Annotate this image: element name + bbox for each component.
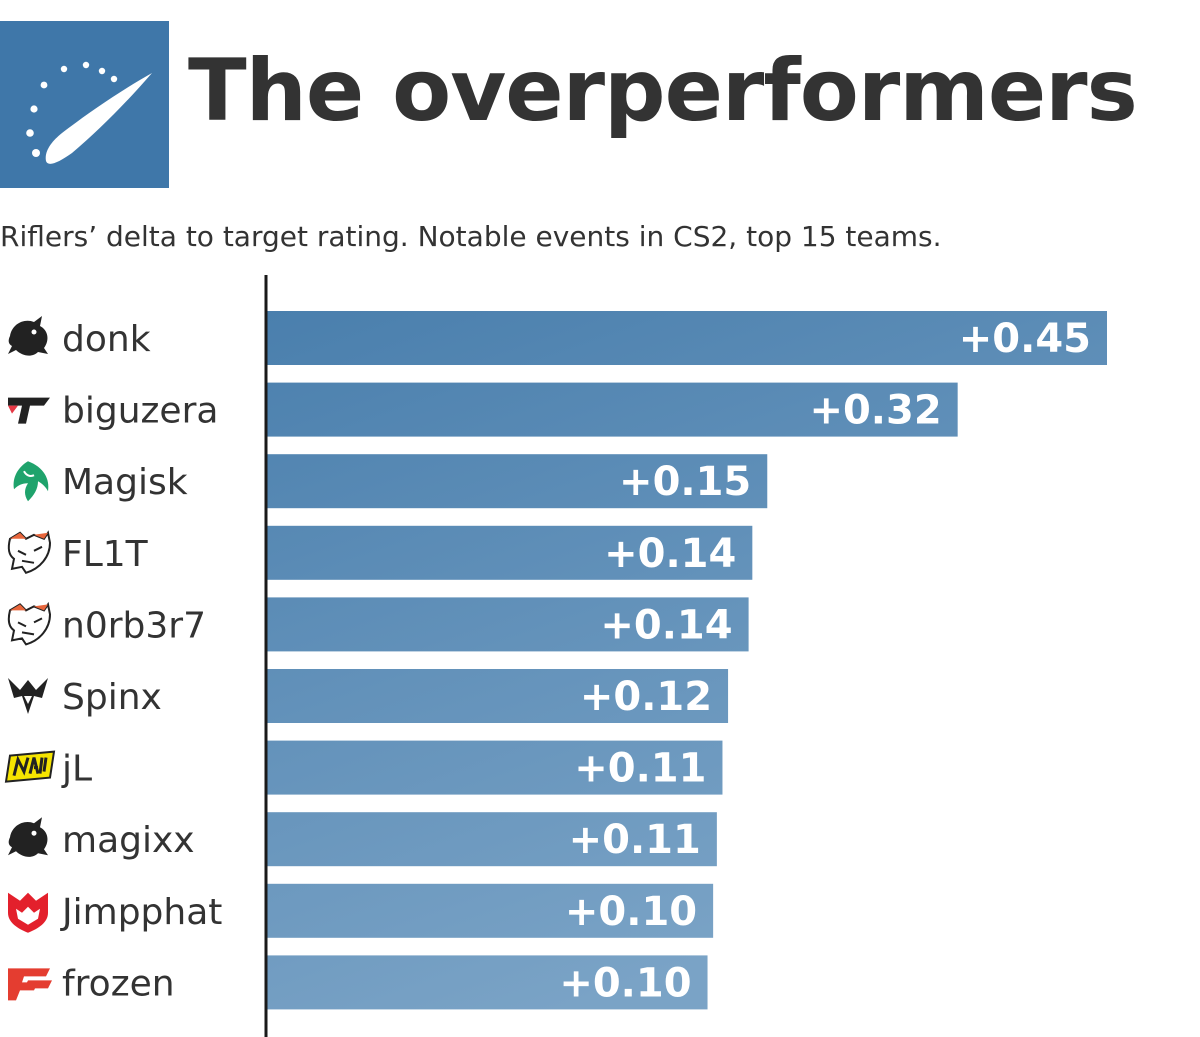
category-label: n0rb3r7: [62, 605, 206, 646]
category-label: FL1T: [62, 534, 149, 575]
category-label: donk: [62, 319, 151, 360]
vitality-icon: [8, 678, 48, 714]
bar-value-label: +0.14: [604, 531, 736, 577]
bar-value-label: +0.11: [574, 746, 706, 792]
bar: [267, 454, 768, 509]
category-label: biguzera: [62, 391, 218, 432]
bar-value-label: +0.11: [569, 817, 701, 863]
bar-chart: +0.45 donk +0.32 biguzera +0.15 Magisk +0.14 FL…: [4, 275, 1107, 1037]
chart-subtitle: Riflers’ delta to target rating. Notable…: [0, 220, 942, 253]
brand-logo: [0, 21, 169, 188]
bar: [267, 382, 958, 437]
bar-value-label: +0.14: [600, 602, 732, 648]
bar: [267, 311, 1107, 365]
virtus-pro-icon: [7, 601, 52, 646]
speedometer-icon: [0, 21, 169, 188]
bar-value-label: +0.32: [809, 388, 941, 434]
bar: [267, 740, 723, 795]
bar-value-label: +0.45: [959, 316, 1091, 362]
category-label: Spinx: [62, 677, 162, 718]
bar-value-label: +0.10: [565, 889, 697, 935]
faze-icon: [8, 968, 52, 1001]
page-title: The overperformers: [188, 41, 1138, 141]
bar: [267, 812, 717, 867]
category-label: Jimpphat: [60, 892, 222, 933]
category-label: jL: [61, 749, 92, 790]
bar: [267, 597, 749, 652]
falcons-icon: [13, 461, 49, 502]
bar-value-label: +0.12: [580, 674, 712, 720]
bar: [267, 883, 714, 938]
category-label: frozen: [62, 963, 175, 1004]
category-label: Magisk: [62, 462, 188, 503]
bar: [267, 669, 729, 723]
bar-value-label: +0.10: [559, 960, 691, 1006]
bar: [267, 955, 708, 1010]
navi-icon: [4, 750, 56, 783]
category-label: magixx: [62, 820, 195, 861]
spirit-icon: [8, 316, 48, 356]
pain-icon: [8, 397, 50, 424]
virtus-pro-icon: [7, 530, 52, 574]
spirit-icon: [8, 817, 48, 857]
bar-value-label: +0.15: [619, 459, 751, 505]
bar: [267, 525, 753, 580]
mouz-icon: [8, 892, 48, 933]
